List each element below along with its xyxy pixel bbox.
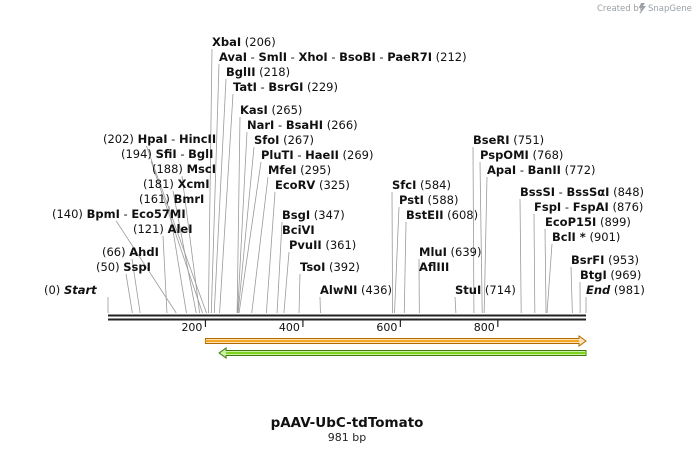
backbone-top-strand (108, 314, 586, 317)
site-connector-alei (162, 235, 168, 314)
site-label-apai[interactable]: ApaI - BanII (772) (487, 163, 596, 177)
site-connector-stui (454, 296, 457, 314)
site-label-msci[interactable]: (188) MscI (152, 162, 216, 176)
site-label-kasi[interactable]: KasI (265) (240, 103, 302, 117)
site-connector-psti (394, 206, 400, 314)
ruler-tick-label-800: 800 (474, 321, 495, 334)
site-connector-bpmi (115, 220, 177, 314)
created-by-text: Created by (597, 4, 644, 14)
site-label-sfii[interactable]: (194) SfiI - BglI (121, 147, 213, 161)
site-connector-pvuii (283, 251, 290, 314)
site-connector-bsgi (276, 221, 283, 314)
snapgene-branding: Created by SnapGene (597, 3, 692, 14)
site-label-ecop[interactable]: EcoP15I (899) (545, 215, 631, 229)
site-label-alwni[interactable]: AlwNI (436) (320, 283, 392, 297)
site-connector-sfci (391, 191, 393, 314)
map-length: 981 bp (328, 431, 366, 444)
site-label-hpai[interactable]: (202) HpaI - HincII (103, 132, 216, 146)
site-label-bsteii[interactable]: BstEII (608) (406, 208, 478, 222)
site-connector-fspi (533, 213, 536, 314)
site-label-start[interactable]: (0) Start (44, 283, 97, 297)
site-connector-tsoi (298, 273, 301, 314)
site-labels: (0) Start (50) SspI(66) AhdI (121) AleI(14… (44, 35, 645, 297)
site-label-xbai[interactable]: XbaI (206) (212, 35, 276, 49)
site-connector-bsteii (403, 221, 407, 314)
site-label-end[interactable]: End (981) (586, 283, 645, 297)
site-connector-lines (107, 48, 587, 314)
site-connector-ahdi (131, 258, 141, 314)
site-label-alei[interactable]: (121) AleI (133, 222, 193, 236)
ruler-tick-label-400: 400 (279, 321, 300, 334)
site-label-pluti[interactable]: PluTI - HaeII (269) (261, 148, 374, 162)
site-connector-kasi (236, 116, 241, 314)
feature-green-core (226, 352, 587, 354)
site-connector-hpai (146, 145, 207, 314)
site-connector-bsssi (519, 198, 522, 314)
feature-arrows (204, 335, 587, 359)
site-label-psp[interactable]: PspOMI (768) (480, 148, 563, 162)
site-label-bglii[interactable]: BglII (218) (226, 65, 290, 79)
site-label-mfei[interactable]: MfeI (295) (268, 163, 331, 177)
site-connector-bsrfi (570, 266, 573, 314)
site-connector-tati (219, 93, 234, 314)
site-connector-apai (483, 176, 488, 314)
site-connector-ecop (544, 228, 547, 314)
site-label-ecorv[interactable]: EcoRV (325) (275, 178, 350, 192)
site-connector-msci (181, 175, 201, 314)
site-label-btgi[interactable]: BtgI (969) (580, 268, 641, 282)
site-connector-mfei (251, 176, 269, 314)
site-connector-pluti (238, 161, 262, 314)
dna-backbone (108, 314, 586, 321)
site-label-bmri[interactable]: (161) BmrI (139, 192, 204, 206)
site-connector-bseri (472, 146, 475, 314)
site-label-bpmi[interactable]: (140) BpmI - Eco57MI (52, 207, 186, 221)
ruler-tick-label-600: 600 (376, 321, 397, 334)
site-connector-sfoi (237, 146, 255, 314)
site-connector-sspi (125, 273, 133, 314)
site-label-stui[interactable]: StuI (714) (455, 283, 516, 297)
site-label-nari[interactable]: NarI - BsaHI (266) (247, 118, 358, 132)
site-label-psti[interactable]: PstI (588) (399, 193, 458, 207)
site-label-bsgi[interactable]: BsgI (347) (282, 208, 345, 222)
site-label-pvuii[interactable]: PvuII (361) (289, 238, 356, 252)
site-connector-nari (237, 131, 248, 314)
map-title: pAAV-UbC-tdTomato (271, 415, 424, 431)
snapgene-brand-name: SnapGene (648, 4, 692, 14)
site-label-sspi[interactable]: (50) SspI (96, 260, 151, 274)
site-label-bsssi[interactable]: BssSI - BssSαI (848) (520, 185, 644, 199)
site-connector-psp (479, 161, 483, 314)
site-label-xcmi[interactable]: (181) XcmI (143, 177, 210, 191)
site-label-bsrfi[interactable]: BsrFI (953) (571, 253, 639, 267)
site-label-fspi[interactable]: FspI - FspAI (876) (534, 200, 643, 214)
snapgene-logo-icon (639, 3, 646, 14)
site-label-avai[interactable]: AvaI - SmlI - XhoI - BsoBI - PaeR7I (212… (219, 50, 467, 64)
site-connector-xbai (207, 48, 213, 314)
site-label-bseri[interactable]: BseRI (751) (473, 133, 544, 147)
site-connector-sfii (150, 160, 203, 314)
site-label-tsoi[interactable]: TsoI (392) (300, 260, 360, 274)
site-connector-bcli (546, 243, 553, 314)
site-connector-ecorv (265, 191, 276, 314)
site-label-tati[interactable]: TatI - BsrGI (229) (233, 80, 338, 94)
site-label-sfci[interactable]: SfcI (584) (392, 178, 451, 192)
site-label-bcivi[interactable]: BciVI (282, 223, 315, 237)
site-label-bcli[interactable]: BclI * (901) (552, 230, 620, 244)
site-label-aflIII[interactable]: AflIII (419, 260, 449, 274)
site-label-mlui[interactable]: MluI (639) (419, 245, 481, 259)
ruler-tick-label-200: 200 (181, 321, 202, 334)
site-connector-avai (210, 63, 220, 314)
site-label-ahdi[interactable]: (66) AhdI (102, 245, 159, 259)
site-label-sfoi[interactable]: SfoI (267) (254, 133, 314, 147)
ruler-ticks: 200 400 600 800 (181, 320, 499, 334)
feature-orange-core (205, 340, 579, 342)
site-connector-bglii (213, 78, 227, 314)
backbone-bottom-strand (108, 318, 586, 321)
